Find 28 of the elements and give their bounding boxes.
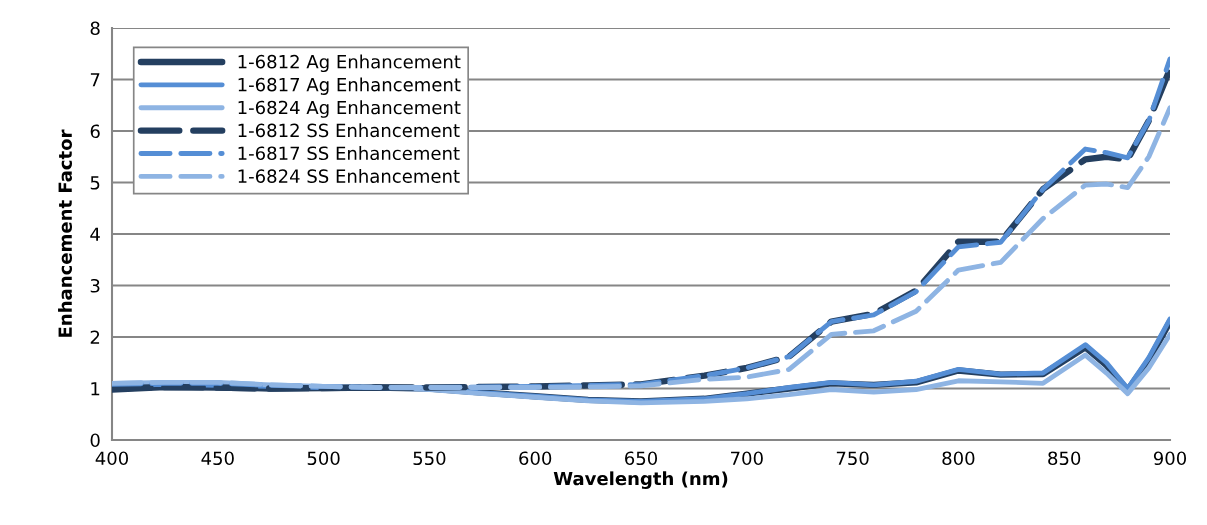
y-axis-title: Enhancement Factor xyxy=(58,129,73,337)
y-tick-label: 2 xyxy=(90,330,100,344)
x-tick-label: 450 xyxy=(201,451,234,466)
y-tick-label: 6 xyxy=(90,124,100,139)
x-tick-label: 650 xyxy=(625,451,658,466)
legend-label: 1-6824 Ag Enhancement xyxy=(238,100,461,118)
y-tick-label: 0 xyxy=(90,433,100,448)
legend-label: 1-6812 SS Enhancement xyxy=(238,123,460,138)
y-tick-label: 1 xyxy=(91,382,100,396)
y-tick-label: 5 xyxy=(90,176,100,190)
x-tick-label: 400 xyxy=(95,451,129,466)
x-tick-label: 850 xyxy=(1048,451,1081,466)
x-tick-label: 700 xyxy=(731,451,763,466)
x-tick-label: 900 xyxy=(1153,451,1187,466)
x-axis-title: Wavelength (nm) xyxy=(553,471,728,489)
legend-label: 1-6812 Ag Enhancement xyxy=(238,54,461,73)
x-tick-label: 800 xyxy=(942,451,975,466)
x-tick-label: 750 xyxy=(836,451,869,466)
legend-label: 1-6817 SS Enhancement xyxy=(238,146,460,161)
x-tick-label: 500 xyxy=(307,451,340,466)
x-tick-label: 550 xyxy=(413,451,446,466)
legend-label: 1-6817 Ag Enhancement xyxy=(238,77,461,95)
x-tick-label: 600 xyxy=(519,451,552,466)
y-tick-label: 3 xyxy=(90,278,100,293)
y-tick-label: 8 xyxy=(90,21,100,36)
legend-label: 1-6824 SS Enhancement xyxy=(238,169,460,183)
y-tick-label: 4 xyxy=(90,227,100,241)
y-tick-label: 7 xyxy=(90,73,100,87)
